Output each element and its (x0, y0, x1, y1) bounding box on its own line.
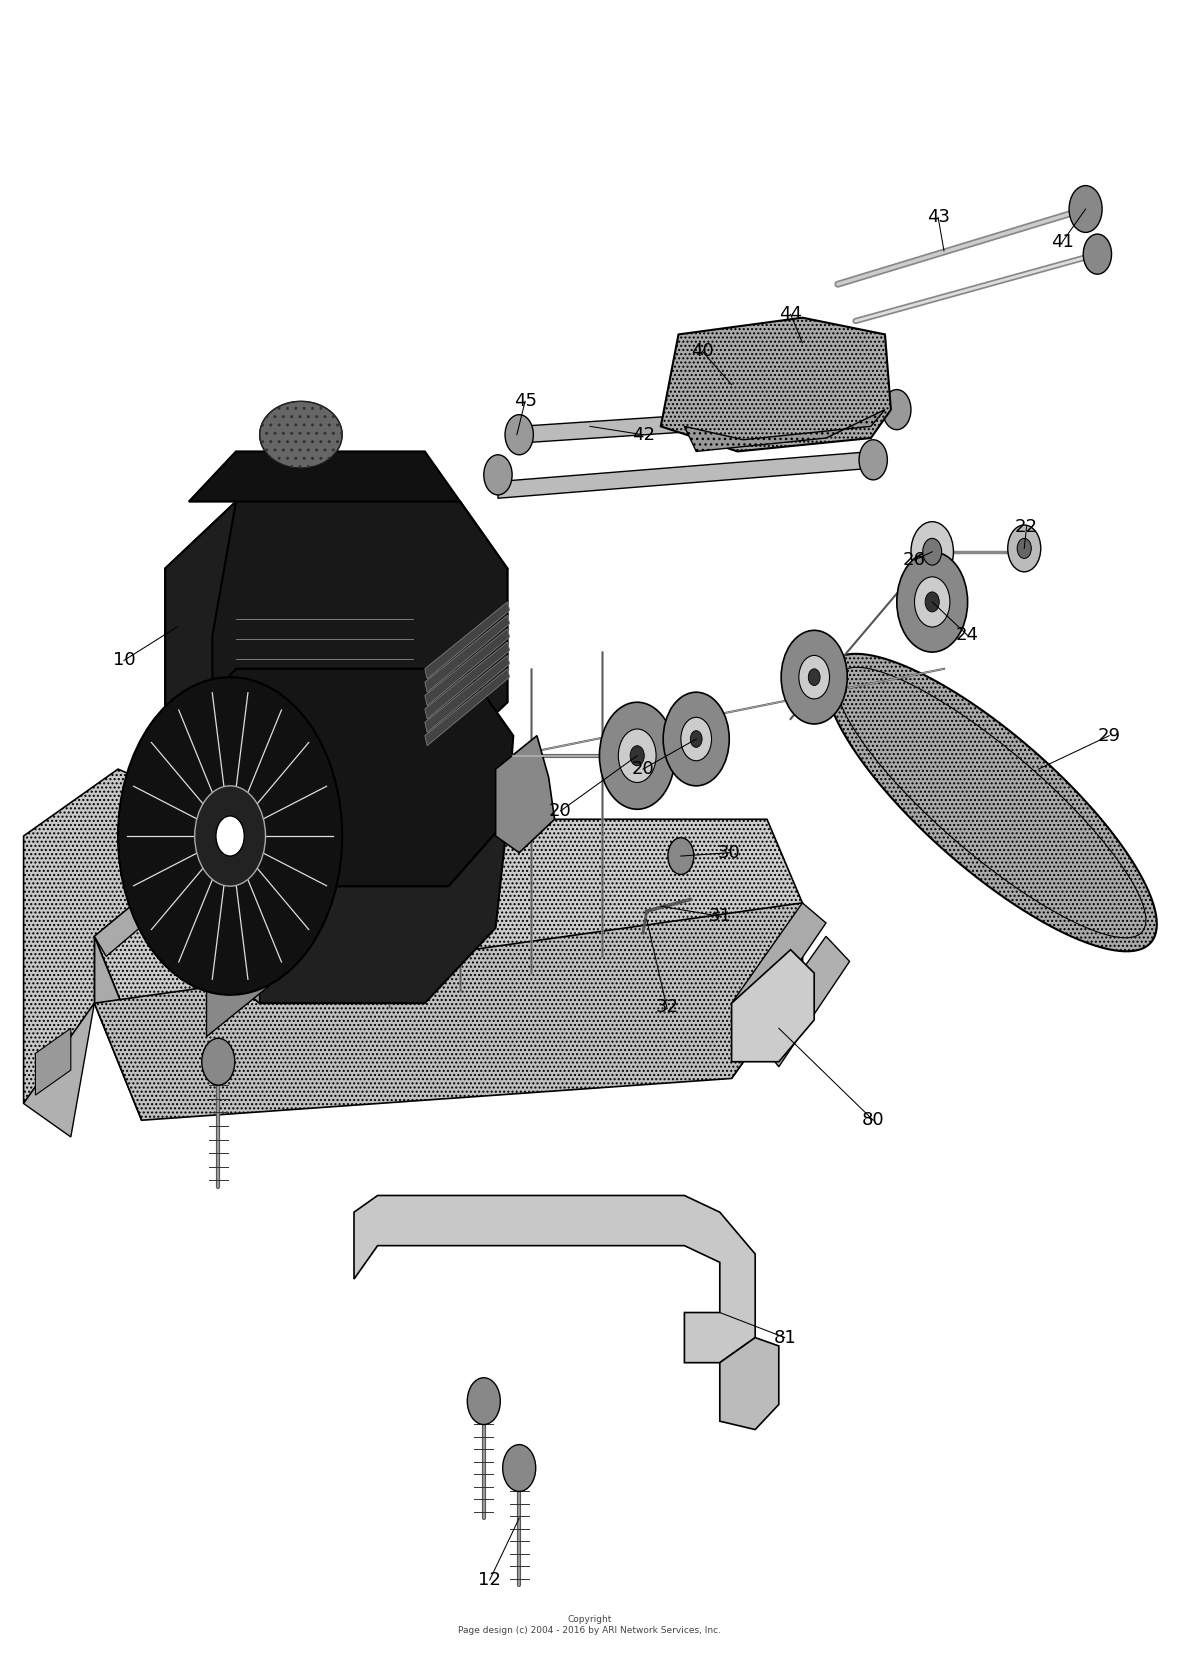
Text: ARI PartStream™: ARI PartStream™ (418, 859, 597, 879)
Polygon shape (94, 936, 142, 1120)
Polygon shape (94, 819, 248, 956)
Circle shape (467, 1378, 500, 1425)
Text: 32: 32 (655, 998, 678, 1015)
Text: 40: 40 (690, 343, 714, 359)
Polygon shape (519, 401, 897, 443)
Circle shape (911, 522, 953, 582)
Text: 24: 24 (956, 627, 979, 644)
Text: 42: 42 (631, 426, 655, 443)
Polygon shape (94, 903, 802, 1120)
Circle shape (883, 390, 911, 430)
Circle shape (503, 1445, 536, 1491)
Polygon shape (354, 1195, 755, 1363)
Polygon shape (425, 655, 510, 732)
Circle shape (690, 731, 702, 747)
Polygon shape (661, 318, 891, 451)
Text: 80: 80 (861, 1112, 885, 1129)
Text: 29: 29 (1097, 727, 1121, 744)
Text: Copyright
Page design (c) 2004 - 2016 by ARI Network Services, Inc.: Copyright Page design (c) 2004 - 2016 by… (459, 1615, 721, 1635)
Circle shape (118, 677, 342, 995)
Polygon shape (212, 502, 507, 786)
Polygon shape (684, 410, 885, 451)
Polygon shape (183, 819, 507, 1003)
Circle shape (505, 415, 533, 455)
Circle shape (195, 786, 266, 886)
Text: 31: 31 (708, 908, 732, 925)
Text: 41: 41 (1050, 234, 1074, 251)
Polygon shape (165, 568, 212, 786)
Circle shape (202, 1038, 235, 1085)
Text: 45: 45 (513, 393, 537, 410)
Text: 12: 12 (478, 1572, 502, 1588)
Polygon shape (732, 903, 826, 1027)
Circle shape (630, 746, 644, 766)
Polygon shape (24, 769, 236, 1104)
Text: 20: 20 (631, 761, 655, 777)
Polygon shape (189, 451, 460, 502)
Polygon shape (260, 401, 342, 468)
Text: 26: 26 (903, 552, 926, 568)
Circle shape (1069, 186, 1102, 232)
Polygon shape (826, 654, 1156, 951)
Circle shape (1083, 234, 1112, 274)
Circle shape (781, 630, 847, 724)
Text: 10: 10 (112, 652, 136, 669)
Circle shape (923, 538, 942, 565)
Circle shape (663, 692, 729, 786)
Text: 30: 30 (717, 844, 741, 861)
Circle shape (681, 717, 712, 761)
Circle shape (859, 440, 887, 480)
Polygon shape (425, 602, 510, 679)
Polygon shape (720, 1338, 779, 1430)
Polygon shape (425, 629, 510, 706)
Polygon shape (498, 451, 873, 498)
Circle shape (914, 577, 950, 627)
Polygon shape (24, 1003, 94, 1137)
Text: 81: 81 (773, 1329, 796, 1346)
Polygon shape (183, 669, 513, 886)
Text: 43: 43 (926, 209, 950, 226)
Polygon shape (425, 669, 510, 746)
Circle shape (216, 816, 244, 856)
Circle shape (808, 669, 820, 686)
Text: 44: 44 (779, 306, 802, 323)
Circle shape (618, 729, 656, 782)
Circle shape (484, 455, 512, 495)
Text: 22: 22 (1015, 518, 1038, 535)
Polygon shape (165, 502, 507, 635)
Circle shape (897, 552, 968, 652)
Circle shape (668, 838, 694, 874)
Text: 20: 20 (549, 803, 572, 819)
Circle shape (925, 592, 939, 612)
Circle shape (799, 655, 830, 699)
Circle shape (599, 702, 675, 809)
Polygon shape (183, 869, 260, 1003)
Polygon shape (35, 1028, 71, 1095)
Polygon shape (732, 950, 814, 1062)
Polygon shape (755, 936, 850, 1067)
Circle shape (1008, 525, 1041, 572)
Polygon shape (496, 736, 555, 853)
Polygon shape (437, 568, 507, 769)
Polygon shape (94, 819, 802, 1053)
Polygon shape (732, 903, 802, 1078)
Polygon shape (206, 911, 289, 1037)
Polygon shape (425, 615, 510, 692)
Polygon shape (425, 642, 510, 719)
Circle shape (1017, 538, 1031, 558)
Polygon shape (165, 502, 236, 727)
